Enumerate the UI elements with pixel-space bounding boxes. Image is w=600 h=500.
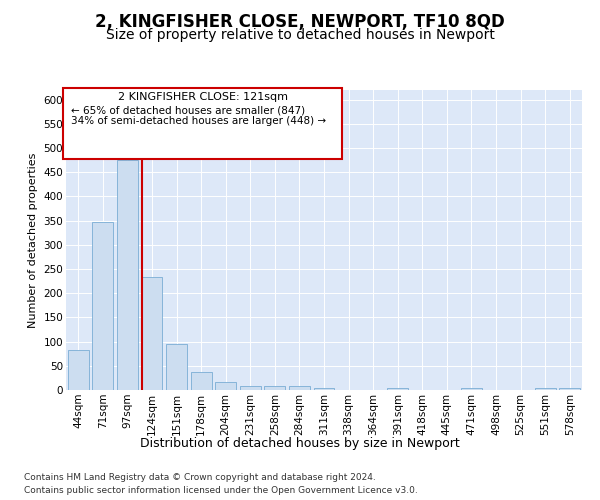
Bar <box>314 388 334 390</box>
Bar <box>461 388 482 390</box>
Bar <box>191 372 212 390</box>
Bar <box>68 350 89 390</box>
Text: 2 KINGFISHER CLOSE: 121sqm: 2 KINGFISHER CLOSE: 121sqm <box>118 92 288 102</box>
Bar <box>215 382 236 390</box>
Bar <box>387 388 408 390</box>
Bar <box>92 222 113 390</box>
Bar <box>535 388 556 390</box>
Text: Size of property relative to detached houses in Newport: Size of property relative to detached ho… <box>106 28 494 42</box>
Bar <box>117 160 138 390</box>
Bar <box>240 386 261 390</box>
Text: 2, KINGFISHER CLOSE, NEWPORT, TF10 8QD: 2, KINGFISHER CLOSE, NEWPORT, TF10 8QD <box>95 12 505 30</box>
Bar <box>289 386 310 390</box>
Bar <box>265 386 286 390</box>
Y-axis label: Number of detached properties: Number of detached properties <box>28 152 38 328</box>
Bar <box>166 344 187 390</box>
Bar <box>142 277 163 390</box>
Bar <box>559 388 580 390</box>
Text: 34% of semi-detached houses are larger (448) →: 34% of semi-detached houses are larger (… <box>71 116 326 126</box>
Text: Contains public sector information licensed under the Open Government Licence v3: Contains public sector information licen… <box>24 486 418 495</box>
Text: Distribution of detached houses by size in Newport: Distribution of detached houses by size … <box>140 438 460 450</box>
Text: ← 65% of detached houses are smaller (847): ← 65% of detached houses are smaller (84… <box>71 105 305 115</box>
Text: Contains HM Land Registry data © Crown copyright and database right 2024.: Contains HM Land Registry data © Crown c… <box>24 472 376 482</box>
